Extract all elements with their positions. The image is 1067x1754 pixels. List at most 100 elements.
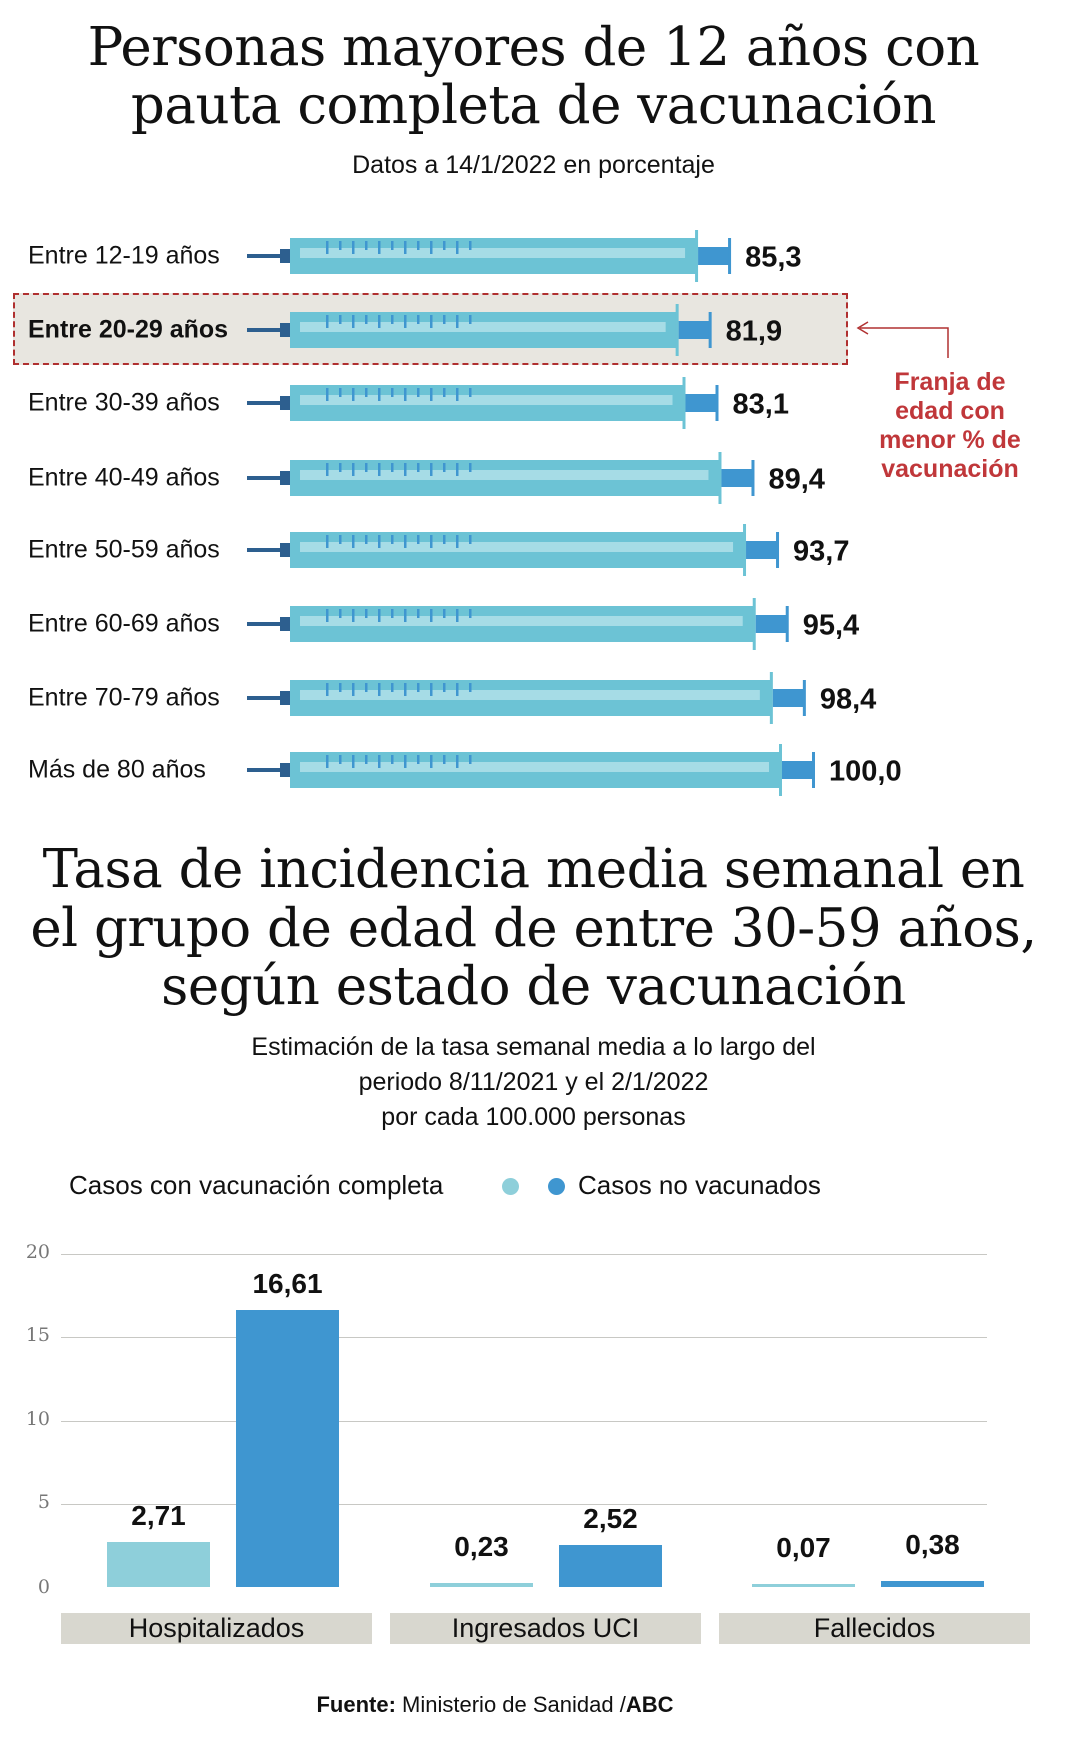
syringe-tick xyxy=(339,609,342,618)
row-label: Entre 50-59 años xyxy=(28,535,220,564)
syringe-tick xyxy=(443,241,446,250)
syringe-tick xyxy=(456,388,459,401)
syringe-tick xyxy=(417,388,420,397)
syringe-tick xyxy=(443,315,446,324)
bar xyxy=(752,1584,855,1587)
bottom-subtitle-line3: por cada 100.000 personas xyxy=(381,1103,686,1131)
syringe-tick xyxy=(352,683,355,696)
syringe-tick xyxy=(404,535,407,548)
syringe-plunger xyxy=(678,321,710,339)
syringe-tick xyxy=(326,315,329,328)
category-hospitalizados: Hospitalizados xyxy=(61,1613,372,1644)
syringe-tick xyxy=(404,683,407,696)
syringe-hub xyxy=(280,543,290,557)
syringe-tick xyxy=(417,683,420,692)
syringe-tick xyxy=(417,755,420,764)
syringe-tick xyxy=(404,609,407,622)
syringe-bar xyxy=(247,452,755,504)
bar xyxy=(236,1310,339,1587)
syringe-tick xyxy=(417,535,420,544)
syringe-tick xyxy=(378,609,381,622)
bar-value-label: 2,52 xyxy=(583,1503,638,1535)
syringe-tick xyxy=(430,755,433,768)
syringe-tick xyxy=(326,241,329,254)
syringe-tick xyxy=(456,315,459,328)
value-label: 98,4 xyxy=(819,683,877,716)
syringe-tick xyxy=(443,388,446,397)
value-label: 81,9 xyxy=(725,315,783,348)
syringe-tick xyxy=(365,609,368,618)
syringe-tick xyxy=(430,463,433,476)
syringe-tick xyxy=(430,609,433,622)
syringe-tick xyxy=(378,535,381,548)
bottom-subtitle-line1: Estimación de la tasa semanal media a lo… xyxy=(251,1033,816,1061)
syringe-tick xyxy=(352,315,355,328)
syringe-tick xyxy=(404,388,407,401)
syringe-bar xyxy=(247,524,780,576)
annotation-line: edad con xyxy=(895,397,1005,425)
syringe-tick xyxy=(339,315,342,324)
row-label: Entre 70-79 años xyxy=(28,683,220,712)
syringe-plunger xyxy=(755,615,787,633)
syringe-tick xyxy=(443,463,446,472)
syringe-tick xyxy=(404,463,407,476)
syringe-thumb xyxy=(751,460,755,496)
syringe-hub xyxy=(280,691,290,705)
syringe-bar xyxy=(247,230,732,282)
bar-value-label: 0,07 xyxy=(776,1532,831,1563)
row-label: Entre 40-49 años xyxy=(28,463,220,492)
syringe-tick xyxy=(365,463,368,472)
syringe-tick xyxy=(326,388,329,401)
syringe-tick xyxy=(391,315,394,324)
syringe-thumb xyxy=(785,606,789,642)
syringe-stripe xyxy=(300,470,709,480)
syringe-tick xyxy=(417,463,420,472)
syringe-tick xyxy=(469,535,472,544)
bar xyxy=(881,1580,984,1587)
bottom-title-line3: según estado de vacunación xyxy=(161,956,906,1017)
syringe-tick xyxy=(339,683,342,692)
y-tick-label: 20 xyxy=(25,1241,50,1263)
legend-unvaccinated-label: Casos no vacunados xyxy=(578,1170,821,1200)
legend-vaccinated-label: Casos con vacunación completa xyxy=(69,1170,444,1200)
syringe-tick xyxy=(365,388,368,397)
top-title-line2: pauta completa de vacunación xyxy=(130,75,937,136)
bar-value-label: 2,71 xyxy=(131,1499,186,1531)
syringe-tick xyxy=(469,463,472,472)
source-label: Fuente: xyxy=(316,1692,396,1717)
syringe-tick xyxy=(456,609,459,622)
syringe-bar xyxy=(247,304,712,356)
syringe-stripe xyxy=(300,395,673,405)
syringe-tick xyxy=(352,609,355,622)
syringe-tick xyxy=(430,388,433,401)
syringe-tick xyxy=(391,609,394,618)
syringe-thumb xyxy=(802,680,806,716)
category-uci: Ingresados UCI xyxy=(390,1613,701,1644)
syringe-tick xyxy=(417,315,420,324)
row-label: Entre 30-39 años xyxy=(28,388,220,417)
value-label: 93,7 xyxy=(793,535,850,568)
syringe-tick xyxy=(391,388,394,397)
syringe-bar xyxy=(247,598,789,650)
annotation-arrow-head xyxy=(856,321,869,335)
syringe-tick xyxy=(443,755,446,764)
y-tick-label: 10 xyxy=(25,1407,50,1430)
syringe-flange xyxy=(695,230,699,282)
syringe-tick xyxy=(391,463,394,472)
syringe-tick xyxy=(365,315,368,324)
bottom-subtitle-line2: periodo 8/11/2021 y el 2/1/2022 xyxy=(358,1068,709,1096)
syringe-tick xyxy=(456,241,459,254)
syringe-tick xyxy=(326,609,329,622)
bottom-title-line1: Tasa de incidencia media semanal en xyxy=(42,839,1025,900)
syringe-hub xyxy=(280,323,290,337)
syringe-bar xyxy=(247,377,719,429)
syringe-tick xyxy=(469,388,472,397)
syringe-tick xyxy=(352,463,355,476)
syringe-bar xyxy=(247,672,806,724)
syringe-flange xyxy=(769,672,773,724)
syringe-tick xyxy=(378,315,381,328)
syringe-tick xyxy=(456,535,459,548)
syringe-tick xyxy=(456,463,459,476)
syringe-tick xyxy=(443,683,446,692)
syringe-tick xyxy=(417,609,420,618)
